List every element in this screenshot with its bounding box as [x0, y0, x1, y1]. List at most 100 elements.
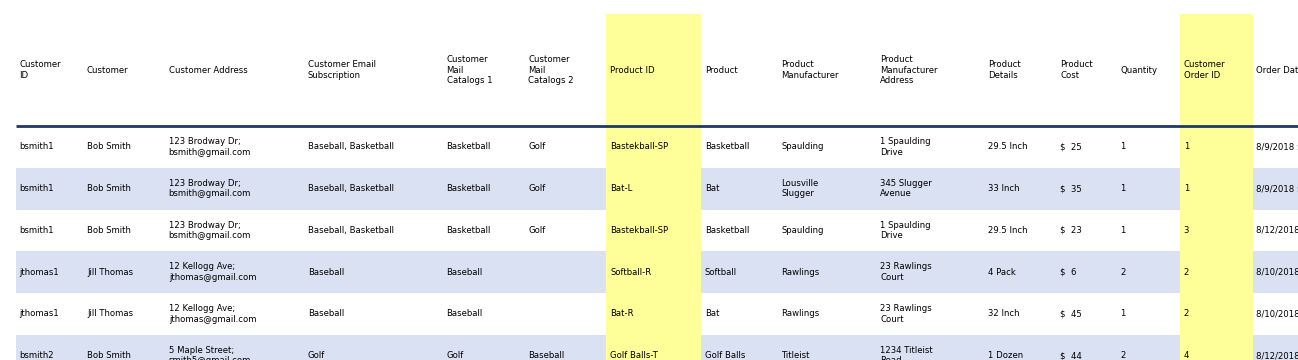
Bar	[701, 293, 778, 335]
Bar	[443, 210, 524, 251]
Bar	[1253, 293, 1298, 335]
Bar	[701, 126, 778, 168]
Text: $  6: $ 6	[1060, 268, 1077, 277]
Bar	[304, 168, 443, 210]
Bar	[1057, 168, 1116, 210]
Text: Softball-R: Softball-R	[610, 268, 652, 277]
Bar	[1116, 14, 1180, 126]
Bar	[1116, 335, 1180, 360]
Text: Customer
Mail
Catalogs 2: Customer Mail Catalogs 2	[528, 55, 574, 85]
Text: Bastekball-SP: Bastekball-SP	[610, 143, 668, 152]
Text: Basketball: Basketball	[705, 143, 749, 152]
Text: 123 Brodway Dr;
bsmith@gmail.com: 123 Brodway Dr; bsmith@gmail.com	[169, 221, 251, 240]
Bar	[524, 168, 606, 210]
Text: 8/10/2018 $: 8/10/2018 $	[1256, 268, 1298, 277]
Text: Baseball, Basketball: Baseball, Basketball	[308, 226, 393, 235]
Text: Product ID: Product ID	[610, 66, 654, 75]
Bar	[524, 126, 606, 168]
Text: 2: 2	[1120, 268, 1125, 277]
Bar	[984, 14, 1057, 126]
Bar	[443, 126, 524, 168]
Text: 1 Spaulding
Drive: 1 Spaulding Drive	[880, 137, 931, 157]
Text: 123 Brodway Dr;
bsmith@gmail.com: 123 Brodway Dr; bsmith@gmail.com	[169, 179, 251, 198]
Bar	[984, 335, 1057, 360]
Bar	[443, 168, 524, 210]
Text: Jill Thomas: Jill Thomas	[87, 268, 134, 277]
Text: 345 Slugger
Avenue: 345 Slugger Avenue	[880, 179, 932, 198]
Text: Spaulding: Spaulding	[781, 226, 824, 235]
Text: Basketball: Basketball	[705, 226, 749, 235]
Bar	[16, 126, 83, 168]
Bar	[83, 251, 165, 293]
Text: Lousville
Slugger: Lousville Slugger	[781, 179, 819, 198]
Bar	[876, 251, 984, 293]
Bar	[1116, 126, 1180, 168]
Text: Golf: Golf	[528, 143, 545, 152]
Text: 33 Inch: 33 Inch	[988, 184, 1019, 193]
Bar	[443, 14, 524, 126]
Bar	[16, 168, 83, 210]
Text: Golf Balls: Golf Balls	[705, 351, 745, 360]
Text: 1234 Titleist
Road: 1234 Titleist Road	[880, 346, 933, 360]
Text: Bob Smith: Bob Smith	[87, 351, 131, 360]
Bar	[165, 168, 304, 210]
Text: Product
Manufacturer: Product Manufacturer	[781, 60, 839, 80]
Text: Titleist: Titleist	[781, 351, 810, 360]
Text: 1: 1	[1120, 143, 1125, 152]
Text: bsmith1: bsmith1	[19, 143, 55, 152]
Bar	[304, 335, 443, 360]
Text: Basketball: Basketball	[447, 184, 491, 193]
Text: $  35: $ 35	[1060, 184, 1083, 193]
Bar	[606, 335, 701, 360]
Bar	[524, 293, 606, 335]
Bar	[1057, 210, 1116, 251]
Bar	[304, 251, 443, 293]
Bar	[1116, 168, 1180, 210]
Text: 1: 1	[1184, 143, 1189, 152]
Text: 29.5 Inch: 29.5 Inch	[988, 226, 1027, 235]
Text: 1: 1	[1120, 226, 1125, 235]
Text: Baseball, Basketball: Baseball, Basketball	[308, 184, 393, 193]
Bar	[16, 210, 83, 251]
Text: 23 Rawlings
Court: 23 Rawlings Court	[880, 304, 932, 324]
Bar	[701, 14, 778, 126]
Text: 8/12/2018 $: 8/12/2018 $	[1256, 351, 1298, 360]
Bar	[1253, 210, 1298, 251]
Text: 4 Pack: 4 Pack	[988, 268, 1015, 277]
Bar	[606, 14, 701, 126]
Bar	[165, 210, 304, 251]
Text: 32 Inch: 32 Inch	[988, 310, 1019, 319]
Bar	[1180, 293, 1253, 335]
Bar	[876, 168, 984, 210]
Bar	[1253, 126, 1298, 168]
Bar	[165, 293, 304, 335]
Bar	[524, 251, 606, 293]
Bar	[304, 210, 443, 251]
Text: 2: 2	[1184, 310, 1189, 319]
Bar	[1180, 210, 1253, 251]
Text: Baseball: Baseball	[308, 268, 344, 277]
Bar	[1253, 251, 1298, 293]
Text: 2: 2	[1184, 268, 1189, 277]
Bar	[606, 293, 701, 335]
Bar	[16, 335, 83, 360]
Bar	[1180, 14, 1253, 126]
Bar	[778, 126, 876, 168]
Bar	[701, 168, 778, 210]
Text: Order Date: Order Date	[1256, 66, 1298, 75]
Bar	[876, 14, 984, 126]
Text: Baseball: Baseball	[447, 310, 483, 319]
Bar	[1057, 335, 1116, 360]
Text: Customer
Mail
Catalogs 1: Customer Mail Catalogs 1	[447, 55, 492, 85]
Bar	[524, 210, 606, 251]
Text: $  23: $ 23	[1060, 226, 1083, 235]
Text: Rawlings: Rawlings	[781, 268, 819, 277]
Text: Bob Smith: Bob Smith	[87, 226, 131, 235]
Text: Bat: Bat	[705, 184, 719, 193]
Text: 8/9/2018 $: 8/9/2018 $	[1256, 143, 1298, 152]
Text: Customer Email
Subscription: Customer Email Subscription	[308, 60, 375, 80]
Text: Customer: Customer	[87, 66, 129, 75]
Bar	[1057, 14, 1116, 126]
Text: Product
Details: Product Details	[988, 60, 1020, 80]
Bar	[984, 168, 1057, 210]
